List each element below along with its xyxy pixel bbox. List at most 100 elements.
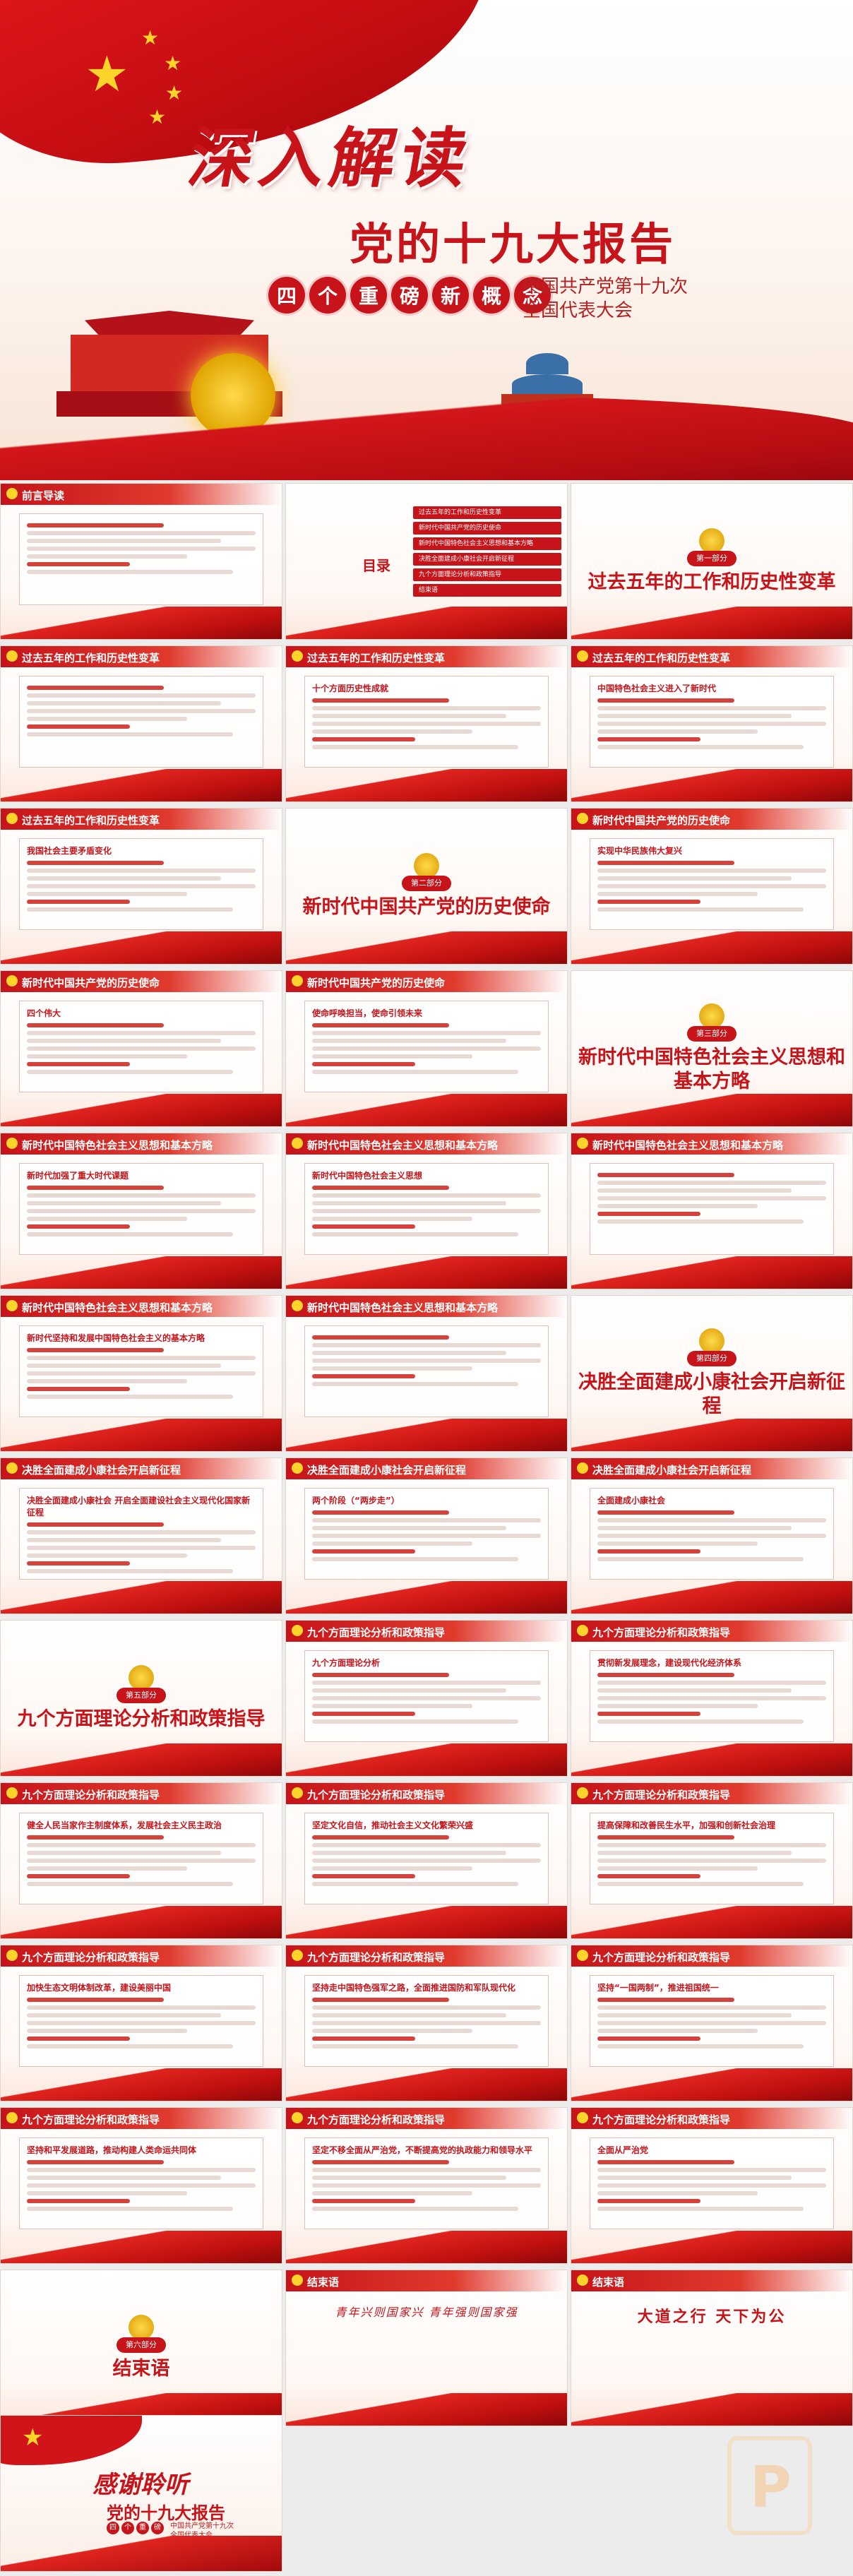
star-icon: ★	[22, 2423, 44, 2452]
slide-title: 九个方面理论分析和政策指导	[307, 1951, 446, 1964]
slide-thumbnail[interactable]: 九个方面理论分析和政策指导坚定文化自信，推动社会主义文化繁荣兴盛	[285, 1782, 568, 1939]
panel-heading: 新时代坚持和发展中国特色社会主义的基本方略	[27, 1333, 205, 1343]
slide-thumbnail[interactable]: 九个方面理论分析和政策指导 健全人民当家作主制度体系，发展社会主义民主政治	[0, 1782, 282, 1939]
text-placeholder	[27, 861, 256, 912]
slide-header: 九个方面理论分析和政策指导	[571, 2108, 852, 2129]
slide-title: 决胜全面建成小康社会开启新征程	[22, 1464, 181, 1477]
slide-thumbnail[interactable]: 第六部分 结束语	[0, 2270, 282, 2426]
slide-thumbnail[interactable]: 第一部分 过去五年的工作和历史性变革	[571, 483, 853, 640]
slide-thumbnail[interactable]: 第四部分 决胜全面建成小康社会开启新征程	[571, 1295, 853, 1452]
panel-heading: 坚持走中国特色强军之路，全面推进国防和军队现代化	[312, 1983, 516, 1993]
slide-thumbnail[interactable]: 过去五年的工作和历史性变革	[0, 645, 282, 802]
slide-thumbnail[interactable]: 过去五年的工作和历史性变革 我国社会主要矛盾变化	[0, 808, 282, 965]
panel-heading: 新时代中国特色社会主义思想	[312, 1171, 423, 1181]
party-emblem-icon	[292, 2274, 303, 2286]
slide-thumbnail[interactable]: 第五部分 九个方面理论分析和政策指导	[0, 1620, 282, 1777]
slide-thumbnail[interactable]: 决胜全面建成小康社会开启新征程 两个阶段（“两步走”）	[285, 1457, 568, 1614]
slide-thumbnail[interactable]: 过去五年的工作和历史性变革 十个方面历史性成就	[285, 645, 568, 802]
slide-header: 九个方面理论分析和政策指导	[571, 1783, 852, 1804]
congress-name: 中国共产党第十九次 全国代表大会	[523, 276, 688, 321]
content-panel	[19, 513, 263, 605]
closing-quote: 大道之行 天下为公	[637, 2308, 787, 2326]
toc-item: 决胜全面建成小康社会开启新征程	[413, 553, 561, 566]
slide-thumbnail[interactable]: 九个方面理论分析和政策指导 加快生态文明体制改革，建设美丽中国	[0, 1945, 282, 2101]
red-wave	[286, 769, 567, 801]
slide-thumbnail[interactable]: 九个方面理论分析和政策指导 九个方面理论分析	[285, 1620, 568, 1777]
red-wave	[1, 2068, 282, 2101]
content-panel: 坚定文化自信，推动社会主义文化繁荣兴盛	[304, 1813, 549, 1904]
slide-header: 过去五年的工作和历史性变革	[1, 646, 282, 667]
red-wave	[571, 1094, 852, 1126]
slide-thumbnail[interactable]: 九个方面理论分析和政策指导坚持走中国特色强军之路，全面推进国防和军队现代化	[285, 1945, 568, 2101]
slide-thumbnail[interactable]: 过去五年的工作和历史性变革 中国特色社会主义进入了新时代	[571, 645, 853, 802]
slide-thumbnail[interactable]: 九个方面理论分析和政策指导 贯彻新发展理念，建设现代化经济体系	[571, 1620, 853, 1777]
slide-thumbnail[interactable]: 九个方面理论分析和政策指导 全面从严治党	[571, 2107, 853, 2264]
slide-title: 过去五年的工作和历史性变革	[307, 652, 446, 664]
text-placeholder	[312, 698, 541, 749]
red-wave	[1, 1581, 282, 1614]
red-wave	[571, 2393, 852, 2426]
slide-title: 前言导读	[22, 489, 65, 502]
party-emblem-icon	[6, 1462, 18, 1474]
panel-heading: 新时代加强了重大时代课题	[27, 1171, 129, 1181]
content-panel: 新时代中国特色社会主义思想	[304, 1163, 549, 1255]
text-placeholder	[27, 1023, 256, 1074]
party-emblem-icon	[577, 650, 588, 662]
red-wave	[286, 607, 567, 639]
concept-badge: 四	[268, 277, 305, 314]
panel-heading: 坚定不移全面从严治党，不断提高党的执政能力和领导水平	[312, 2145, 533, 2155]
watermark-logo: P	[727, 2436, 812, 2535]
slide-header: 前言导读	[1, 484, 282, 505]
text-placeholder	[312, 2160, 541, 2211]
panel-heading: 提高保障和改善民生水平，加强和创新社会治理	[597, 1820, 776, 1830]
slide-title: 九个方面理论分析和政策指导	[307, 1789, 446, 1801]
content-panel: 我国社会主要矛盾变化	[19, 838, 263, 930]
party-emblem-icon	[577, 1787, 588, 1799]
slide-header: 决胜全面建成小康社会开启新征程	[571, 1458, 852, 1479]
party-emblem-icon	[129, 2315, 154, 2341]
slide-thumbnail[interactable]: 决胜全面建成小康社会开启新征程 决胜全面建成小康社会 开启全面建设社会主义现代化国…	[0, 1457, 282, 1614]
text-placeholder	[312, 1835, 541, 1886]
slide-thumbnail[interactable]: 决胜全面建成小康社会开启新征程 全面建成小康社会	[571, 1457, 853, 1614]
section-number: 第三部分	[687, 1026, 736, 1042]
slide-thumbnail[interactable]: 新时代中国特色社会主义思想和基本方略 新时代中国特色社会主义思想	[285, 1133, 568, 1289]
slide-header: 新时代中国特色社会主义思想和基本方略	[1, 1133, 282, 1155]
slide-thumbnail[interactable]: 新时代中国特色社会主义思想和基本方略 新时代坚持和发展中国特色社会主义的基本方略	[0, 1295, 282, 1452]
slide-thumbnail[interactable]: 新时代中国共产党的历史使命 使命呼唤担当，使命引领未来	[285, 970, 568, 1127]
slide-title: 九个方面理论分析和政策指导	[592, 1626, 731, 1639]
concept-badges: 四 个 重 磅	[107, 2522, 164, 2534]
text-placeholder	[597, 1835, 826, 1886]
slide-thumbnail[interactable]: 前言导读	[0, 483, 282, 640]
slide-header: 决胜全面建成小康社会开启新征程	[286, 1458, 567, 1479]
red-wave	[571, 1256, 852, 1289]
panel-heading: 健全人民当家作主制度体系，发展社会主义民主政治	[27, 1820, 222, 1830]
slide-title: 决胜全面建成小康社会开启新征程	[307, 1464, 467, 1477]
slide-thumbnail[interactable]: 九个方面理论分析和政策指导 坚持和平发展道路，推动构建人类命运共同体	[0, 2107, 282, 2264]
slide-thumbnail[interactable]: 九个方面理论分析和政策指导提高保障和改善民生水平，加强和创新社会治理	[571, 1782, 853, 1939]
slide-thumbnail[interactable]: 第三部分 新时代中国特色社会主义思想和基本方略	[571, 970, 853, 1127]
slide-thumbnail[interactable]: 新时代中国特色社会主义思想和基本方略	[571, 1133, 853, 1289]
red-wave	[571, 931, 852, 964]
thanks-slide[interactable]: ★ 感谢聆听 党的十九大报告 四 个 重 磅 中国共产党第十九次 全国代表大会	[0, 2415, 282, 2572]
slide-thumbnail[interactable]: 九个方面理论分析和政策指导 坚持“一国两制”，推进祖国统一	[571, 1945, 853, 2101]
text-placeholder	[597, 1673, 826, 1724]
star-icon: ★	[164, 52, 182, 75]
slide-thumbnail[interactable]: 结束语 大道之行 天下为公	[571, 2270, 853, 2426]
red-wave	[286, 931, 567, 964]
red-wave	[1, 931, 282, 964]
text-placeholder	[27, 686, 256, 737]
slide-thumbnail[interactable]: 结束语 青年兴则国家兴 青年强则国家强	[285, 2270, 568, 2426]
content-panel: 新时代加强了重大时代课题	[19, 1163, 263, 1255]
panel-heading: 加快生态文明体制改革，建设美丽中国	[27, 1983, 172, 1993]
text-placeholder	[27, 1835, 256, 1886]
party-emblem-icon	[577, 1625, 588, 1636]
party-emblem-icon	[414, 853, 439, 879]
panel-heading: 我国社会主要矛盾变化	[27, 846, 112, 856]
slide-thumbnail[interactable]: 目录 过去五年的工作和历史性变革 新时代中国共产党的历史使命 新时代中国特色社会主义思…	[285, 483, 568, 640]
slide-thumbnail[interactable]: 新时代中国共产党的历史使命 四个伟大	[0, 970, 282, 1127]
slide-thumbnail[interactable]: 第二部分 新时代中国共产党的历史使命	[285, 808, 568, 965]
slide-thumbnail[interactable]: 新时代中国特色社会主义思想和基本方略新时代加强了重大时代课题	[0, 1133, 282, 1289]
slide-thumbnail[interactable]: 九个方面理论分析和政策指导 坚定不移全面从严治党，不断提高党的执政能力和领导水平	[285, 2107, 568, 2264]
slide-thumbnail[interactable]: 新时代中国共产党的历史使命 实现中华民族伟大复兴	[571, 808, 853, 965]
slide-thumbnail[interactable]: 新时代中国特色社会主义思想和基本方略	[285, 1295, 568, 1452]
